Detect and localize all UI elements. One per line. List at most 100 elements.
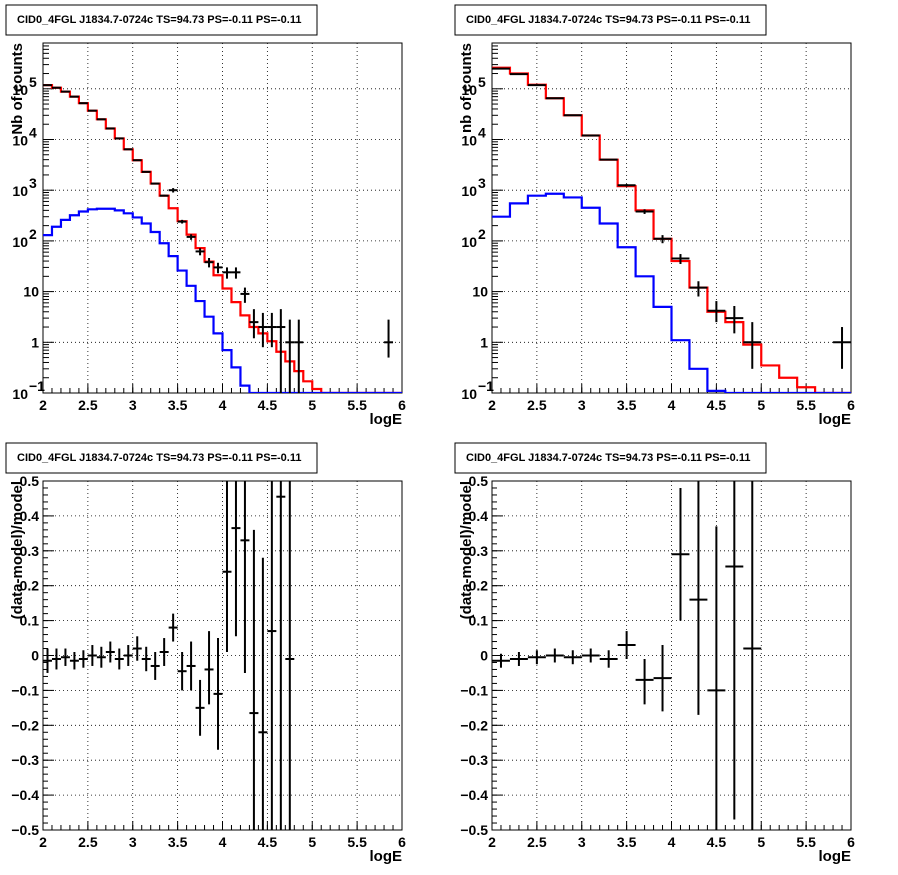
data-point <box>527 650 546 665</box>
y-tick-label: −0.2 <box>460 717 488 733</box>
data-point <box>105 641 115 663</box>
data-point <box>96 118 106 121</box>
y-tick-label: 10 <box>12 183 28 199</box>
x-tick-label: 2.5 <box>78 397 98 413</box>
y-tick-label: 10 <box>12 386 28 402</box>
x-tick-label: 3 <box>129 834 137 850</box>
x-tick-label: 4 <box>219 397 227 413</box>
y-tick-label: 10 <box>12 132 28 148</box>
x-tick-label: 2 <box>488 834 496 850</box>
x-tick-label: 5 <box>757 834 765 850</box>
x-tick-label: 4 <box>668 834 676 850</box>
y-tick-base: 10 <box>461 132 477 148</box>
x-tick-label: 6 <box>398 834 406 850</box>
data-point <box>276 309 286 393</box>
data-point <box>689 481 708 715</box>
y-tick-label: 0.2 <box>20 578 40 594</box>
x-tick-label: 2 <box>39 834 47 850</box>
data-point <box>231 267 241 279</box>
chart-title: CID0_4FGL J1834.7-0724c TS=94.73 PS=-0.1… <box>17 452 301 464</box>
x-tick-label: 2 <box>488 397 496 413</box>
data-point <box>96 646 106 668</box>
y-tick-base: 10 <box>12 183 28 199</box>
y-tick-base: 10 <box>12 234 28 250</box>
data-point <box>123 148 133 151</box>
y-tick-label: 0.5 <box>20 473 40 489</box>
data-point <box>563 650 582 665</box>
x-tick-label: 4 <box>219 834 227 850</box>
y-tick-exponent: 2 <box>29 226 37 242</box>
data-point <box>231 481 241 637</box>
data-point <box>186 234 196 240</box>
y-tick-exponent: 5 <box>478 74 486 90</box>
x-tick-label: 6 <box>847 397 855 413</box>
data-point <box>276 481 286 830</box>
chart-title: CID0_4FGL J1834.7-0724c TS=94.73 PS=-0.1… <box>466 452 750 464</box>
data-point <box>743 481 762 830</box>
data-point <box>599 650 618 668</box>
data-point <box>294 319 304 393</box>
chart-panel-1: CID0_4FGL J1834.7-0724c TS=94.73 PS=-0.1… <box>5 4 406 428</box>
data-point <box>105 127 115 130</box>
plot-area <box>492 481 762 830</box>
data-point <box>87 109 97 112</box>
data-point <box>204 257 214 268</box>
y-tick-base: 10 <box>461 234 477 250</box>
model-histogram <box>492 66 851 393</box>
y-tick-label: −0.3 <box>11 752 39 768</box>
y-tick-label: 0 <box>480 648 488 664</box>
y-tick-base: 10 <box>12 132 28 148</box>
y-tick-label: 1 <box>31 334 39 350</box>
data-point <box>617 631 636 659</box>
y-tick-label: −0.1 <box>11 682 39 698</box>
data-point <box>581 134 600 137</box>
data-point <box>599 158 618 161</box>
x-tick-label: 5 <box>757 397 765 413</box>
data-point <box>653 645 672 712</box>
y-tick-label: −0.1 <box>460 682 488 698</box>
x-tick-label: 2.5 <box>527 397 547 413</box>
x-tick-label: 3 <box>129 397 137 413</box>
data-point <box>195 679 205 736</box>
data-point <box>707 526 726 830</box>
data-point <box>60 90 70 93</box>
y-tick-label: 0.5 <box>469 473 489 489</box>
x-tick-label: 3 <box>578 834 586 850</box>
x-axis-label: logE <box>370 848 403 865</box>
data-point <box>725 305 744 334</box>
y-tick-exponent: 3 <box>29 175 37 191</box>
data-point <box>213 262 223 274</box>
data-point <box>177 219 187 224</box>
x-axis-label: logE <box>819 411 852 428</box>
title-box <box>454 4 767 36</box>
data-point <box>186 641 196 691</box>
data-point <box>249 309 259 339</box>
data-point <box>653 235 672 244</box>
data-point <box>141 646 151 672</box>
data-point <box>258 312 268 348</box>
x-tick-label: 4.5 <box>707 834 727 850</box>
data-point <box>743 322 762 369</box>
y-tick-label: 10 <box>472 284 488 300</box>
data-point <box>635 209 654 214</box>
data-point <box>671 254 690 265</box>
y-tick-label: 10 <box>461 82 477 98</box>
data-point <box>285 481 295 830</box>
x-tick-label: 3.5 <box>168 397 188 413</box>
y-tick-label: −0.5 <box>11 822 39 838</box>
data-point <box>689 281 708 297</box>
data-point <box>69 652 79 670</box>
y-tick-label: 0.3 <box>469 543 489 559</box>
x-tick-label: 2.5 <box>78 834 98 850</box>
data-point <box>581 648 600 663</box>
data-point <box>114 648 124 670</box>
y-tick-label: 0.1 <box>469 613 489 629</box>
x-tick-label: 5 <box>308 397 316 413</box>
plot-area <box>492 66 851 393</box>
data-point <box>725 481 744 820</box>
x-tick-label: 4.5 <box>707 397 727 413</box>
data-point <box>123 645 133 666</box>
y-tick-label: 1 <box>480 334 488 350</box>
data-point <box>833 327 851 369</box>
